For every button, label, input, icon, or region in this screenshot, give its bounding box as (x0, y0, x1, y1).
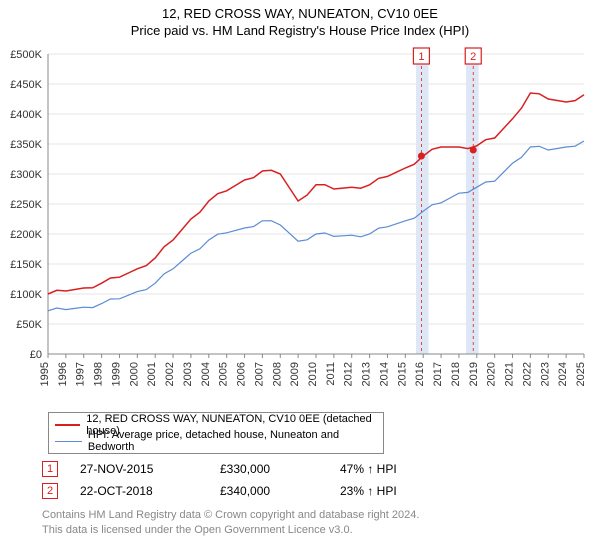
sale-hpi-1: 47% ↑ HPI (340, 462, 460, 476)
svg-text:2013: 2013 (361, 362, 373, 386)
svg-text:1998: 1998 (93, 362, 105, 386)
svg-text:1999: 1999 (110, 362, 122, 386)
sale-badge-2: 2 (42, 483, 58, 499)
svg-text:2011: 2011 (325, 362, 337, 386)
svg-text:2008: 2008 (271, 362, 283, 386)
svg-text:£250K: £250K (10, 199, 42, 211)
footer-line-2: This data is licensed under the Open Gov… (42, 523, 419, 538)
svg-text:2016: 2016 (414, 362, 426, 386)
svg-text:£200K: £200K (10, 229, 42, 241)
svg-text:£50K: £50K (16, 319, 42, 331)
footer-attribution: Contains HM Land Registry data © Crown c… (42, 508, 419, 538)
sale-price-1: £330,000 (220, 462, 340, 476)
svg-text:2009: 2009 (289, 362, 301, 386)
svg-text:2012: 2012 (343, 362, 355, 386)
chart-container: 12, RED CROSS WAY, NUNEATON, CV10 0EE Pr… (0, 0, 600, 560)
legend-swatch-property (55, 424, 80, 426)
svg-text:2018: 2018 (450, 362, 462, 386)
svg-text:2023: 2023 (539, 362, 551, 386)
svg-text:1997: 1997 (75, 362, 87, 386)
sale-date-2: 22-OCT-2018 (80, 484, 220, 498)
svg-text:£450K: £450K (10, 79, 42, 91)
legend-label-hpi: HPI: Average price, detached house, Nune… (88, 429, 377, 453)
sales-table: 1 27-NOV-2015 £330,000 47% ↑ HPI 2 22-OC… (42, 458, 460, 502)
svg-text:2000: 2000 (128, 362, 140, 386)
svg-text:2004: 2004 (200, 362, 212, 386)
svg-text:2025: 2025 (575, 362, 587, 386)
svg-text:1996: 1996 (57, 362, 69, 386)
svg-text:1995: 1995 (39, 362, 51, 386)
svg-text:2003: 2003 (182, 362, 194, 386)
svg-text:2017: 2017 (432, 362, 444, 386)
chart-title: 12, RED CROSS WAY, NUNEATON, CV10 0EE (0, 0, 600, 21)
chart-plot-area: £0 £50K £100K £150K £200K £250K £300K £350K £400… (0, 46, 600, 408)
svg-text:1: 1 (418, 51, 424, 63)
svg-text:2021: 2021 (504, 362, 516, 386)
svg-text:2014: 2014 (378, 362, 390, 386)
svg-text:£300K: £300K (10, 169, 42, 181)
sale-row-2: 2 22-OCT-2018 £340,000 23% ↑ HPI (42, 480, 460, 502)
svg-text:2020: 2020 (486, 362, 498, 386)
sale-date-1: 27-NOV-2015 (80, 462, 220, 476)
legend-box: 12, RED CROSS WAY, NUNEATON, CV10 0EE (d… (48, 412, 384, 454)
svg-text:£400K: £400K (10, 109, 42, 121)
legend-item-hpi: HPI: Average price, detached house, Nune… (55, 433, 377, 449)
svg-text:2005: 2005 (218, 362, 230, 386)
svg-text:2001: 2001 (146, 362, 158, 386)
sale-row-1: 1 27-NOV-2015 £330,000 47% ↑ HPI (42, 458, 460, 480)
chart-svg: £0 £50K £100K £150K £200K £250K £300K £350K £400… (0, 46, 600, 408)
svg-text:£150K: £150K (10, 259, 42, 271)
svg-text:2007: 2007 (253, 362, 265, 386)
svg-text:2019: 2019 (468, 362, 480, 386)
svg-text:2006: 2006 (236, 362, 248, 386)
svg-text:2002: 2002 (164, 362, 176, 386)
svg-text:£0: £0 (30, 349, 42, 361)
svg-text:£500K: £500K (10, 49, 42, 61)
legend-swatch-hpi (55, 441, 82, 442)
svg-text:2010: 2010 (307, 362, 319, 386)
chart-subtitle: Price paid vs. HM Land Registry's House … (0, 21, 600, 38)
svg-text:2022: 2022 (521, 362, 533, 386)
svg-text:2: 2 (470, 51, 476, 63)
svg-text:£100K: £100K (10, 289, 42, 301)
sale-price-2: £340,000 (220, 484, 340, 498)
footer-line-1: Contains HM Land Registry data © Crown c… (42, 508, 419, 523)
svg-text:£350K: £350K (10, 139, 42, 151)
svg-text:2024: 2024 (557, 362, 569, 386)
sale-hpi-2: 23% ↑ HPI (340, 484, 460, 498)
sale-badge-1: 1 (42, 461, 58, 477)
svg-text:2015: 2015 (396, 362, 408, 386)
